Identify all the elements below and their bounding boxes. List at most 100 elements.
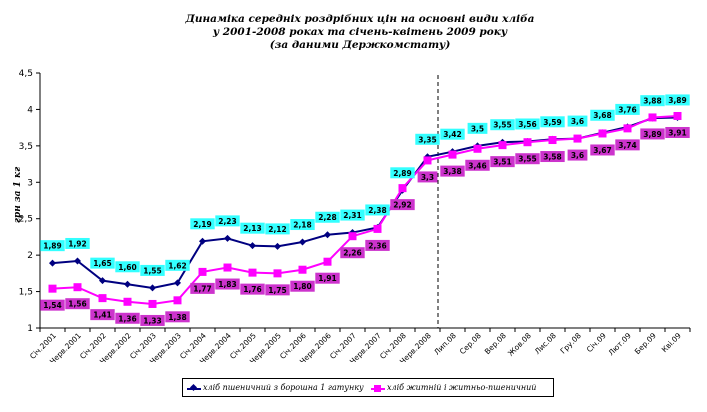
data-point-square bbox=[548, 136, 557, 145]
data-label-bg-series-2 bbox=[65, 298, 90, 310]
data-label-bg-series-1 bbox=[467, 122, 488, 134]
data-label-bg-series-2 bbox=[340, 247, 365, 259]
series-1-line bbox=[52, 116, 678, 289]
data-point-square bbox=[198, 267, 207, 276]
data-label-bg-series-1 bbox=[590, 109, 615, 121]
data-label-series-1: 1,65 bbox=[93, 259, 112, 268]
x-tick-label: Жов.08 bbox=[506, 331, 533, 358]
data-label-bg-series-1 bbox=[415, 133, 440, 145]
data-point-diamond bbox=[124, 280, 131, 288]
x-tick-label: Лют.09 bbox=[607, 331, 634, 358]
data-label-bg-series-2 bbox=[490, 156, 515, 168]
data-label-bg-series-1 bbox=[90, 257, 115, 269]
data-label-series-1: 2,38 bbox=[368, 206, 387, 215]
x-tick-label: Сер.08 bbox=[458, 331, 483, 356]
data-label-bg-series-2 bbox=[590, 144, 615, 156]
data-label-series-2: 1,36 bbox=[118, 314, 137, 323]
data-label-bg-series-1 bbox=[665, 94, 690, 106]
data-point-square bbox=[348, 232, 357, 241]
data-label-series-1: 3,76 bbox=[618, 105, 637, 114]
data-label-bg-series-2 bbox=[165, 311, 190, 323]
data-label-series-2: 1,38 bbox=[168, 313, 187, 322]
data-label-bg-series-2 bbox=[140, 314, 165, 326]
data-label-series-1: 3,55 bbox=[493, 121, 512, 130]
data-point-diamond bbox=[149, 284, 156, 292]
data-point-diamond bbox=[249, 242, 256, 250]
data-label-bg-series-1 bbox=[515, 118, 540, 130]
data-label-series-1: 1,62 bbox=[168, 261, 187, 270]
data-label-bg-series-2 bbox=[240, 283, 265, 295]
data-label-bg-series-2 bbox=[390, 199, 415, 211]
data-label-bg-series-2 bbox=[665, 126, 690, 138]
legend-label-series-2: хліб житній і житньо-пшеничний bbox=[387, 383, 537, 392]
data-point-square bbox=[298, 265, 307, 274]
data-point-square bbox=[498, 141, 507, 150]
data-label-series-2: 1,33 bbox=[143, 316, 162, 325]
data-label-bg-series-2 bbox=[540, 151, 565, 163]
legend-item-series-2: хліб житній і житньо-пшеничний bbox=[371, 382, 536, 393]
data-point-square bbox=[373, 224, 382, 233]
chart-title-line-2: у 2001-2008 роках та січень-квітень 2009… bbox=[212, 26, 508, 38]
data-label-series-2: 3,67 bbox=[593, 146, 612, 155]
data-label-series-1: 2,89 bbox=[393, 169, 412, 178]
data-label-series-2: 1,76 bbox=[243, 285, 262, 294]
data-point-square bbox=[98, 294, 107, 303]
x-tick-label: Січ.09 bbox=[585, 331, 608, 354]
data-point-square bbox=[123, 297, 132, 306]
y-tick-label: 1 bbox=[27, 324, 33, 334]
data-label-bg-series-2 bbox=[190, 282, 215, 294]
data-point-square bbox=[473, 144, 482, 153]
y-tick-label: 4 bbox=[27, 105, 33, 115]
data-label-series-2: 3,51 bbox=[493, 158, 512, 167]
x-tick-label: Бер.09 bbox=[633, 331, 658, 356]
data-label-bg-series-2 bbox=[215, 278, 240, 290]
data-label-series-1: 2,23 bbox=[218, 217, 237, 226]
data-point-square bbox=[423, 156, 432, 165]
data-label-bg-series-1 bbox=[65, 237, 90, 249]
data-label-series-2: 3,89 bbox=[643, 130, 662, 139]
data-label-bg-series-1 bbox=[40, 240, 65, 252]
chart-title-line-3: (за даними Держкомстату) bbox=[269, 39, 451, 51]
x-tick-label: Вер.08 bbox=[483, 331, 508, 356]
data-label-bg-series-2 bbox=[515, 153, 540, 165]
data-label-bg-series-2 bbox=[365, 239, 390, 251]
chart-title-line-1: Динаміка середніх роздрібних цін на осно… bbox=[185, 13, 535, 25]
data-point-square bbox=[523, 138, 532, 147]
data-point-square bbox=[273, 269, 282, 278]
data-point-diamond bbox=[199, 237, 206, 245]
data-label-series-2: 1,54 bbox=[43, 301, 62, 310]
data-label-series-1: 3,89 bbox=[668, 96, 687, 105]
data-point-square bbox=[48, 284, 57, 293]
legend-item-series-1: хліб пшеничний з борошна 1 гатунку bbox=[187, 382, 364, 393]
data-label-series-2: 2,36 bbox=[368, 241, 387, 250]
data-label-series-2: 3,3 bbox=[421, 173, 434, 182]
data-label-series-1: 3,5 bbox=[471, 124, 484, 133]
data-label-bg-series-1 bbox=[540, 116, 565, 128]
data-label-series-1: 2,28 bbox=[318, 213, 337, 222]
data-label-bg-series-1 bbox=[190, 218, 215, 230]
legend-marker-diamond bbox=[187, 383, 201, 394]
data-label-series-1: 3,35 bbox=[418, 135, 437, 144]
legend-marker-square bbox=[371, 383, 385, 394]
data-point-square bbox=[623, 124, 632, 133]
data-label-series-1: 1,89 bbox=[43, 242, 62, 251]
data-label-bg-series-2 bbox=[640, 128, 665, 140]
data-label-bg-series-1 bbox=[240, 222, 265, 234]
data-label-bg-series-2 bbox=[615, 139, 640, 151]
data-label-series-2: 1,75 bbox=[268, 286, 287, 295]
data-point-diamond bbox=[324, 231, 331, 239]
data-point-diamond bbox=[99, 277, 106, 285]
data-point-square bbox=[223, 263, 232, 272]
data-label-bg-series-1 bbox=[340, 209, 365, 221]
data-label-series-1: 2,31 bbox=[343, 211, 362, 220]
data-label-series-2: 2,26 bbox=[343, 249, 362, 258]
data-label-bg-series-2 bbox=[265, 284, 290, 296]
data-label-series-2: 3,46 bbox=[468, 161, 487, 170]
data-label-bg-series-1 bbox=[640, 95, 665, 107]
data-label-bg-series-1 bbox=[265, 223, 290, 235]
legend-label-series-1: хліб пшеничний з борошна 1 гатунку bbox=[203, 383, 364, 392]
data-point-square bbox=[148, 299, 157, 308]
data-point-square bbox=[73, 283, 82, 292]
